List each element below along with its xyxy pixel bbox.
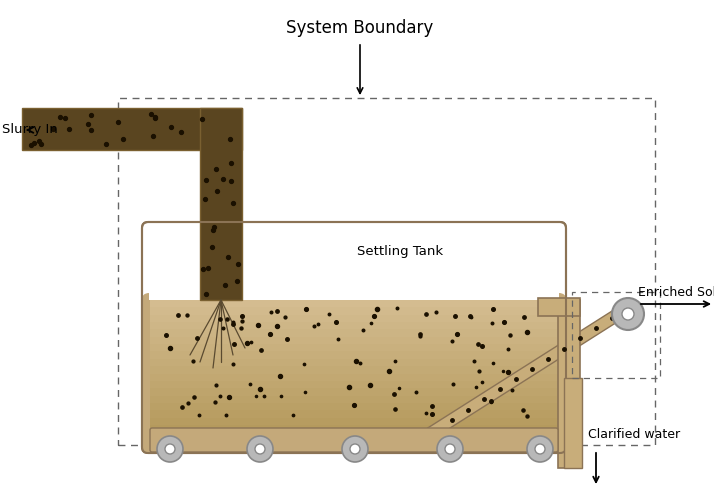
- Bar: [149, 228, 559, 300]
- Bar: [150, 388, 558, 395]
- FancyBboxPatch shape: [142, 294, 566, 453]
- Circle shape: [247, 436, 273, 462]
- Bar: [572, 292, 660, 378]
- Text: Settling Tank: Settling Tank: [357, 245, 443, 259]
- Circle shape: [437, 436, 463, 462]
- Bar: [150, 410, 558, 417]
- Circle shape: [535, 444, 545, 454]
- Bar: [150, 440, 558, 447]
- Bar: [150, 322, 558, 329]
- Bar: [150, 425, 558, 432]
- Bar: [150, 315, 558, 322]
- Bar: [150, 417, 558, 425]
- Bar: [150, 352, 558, 359]
- Circle shape: [612, 298, 644, 330]
- Bar: [150, 366, 558, 374]
- Bar: [150, 337, 558, 344]
- Bar: [150, 432, 558, 440]
- Bar: [150, 337, 558, 344]
- Bar: [150, 403, 558, 410]
- Circle shape: [350, 444, 360, 454]
- Bar: [150, 352, 558, 359]
- Bar: [150, 403, 558, 410]
- Circle shape: [157, 436, 183, 462]
- Circle shape: [445, 444, 455, 454]
- Bar: [150, 300, 558, 307]
- Bar: [150, 366, 558, 374]
- Bar: [150, 417, 558, 425]
- Bar: [150, 329, 558, 337]
- Bar: [150, 359, 558, 366]
- Bar: [150, 307, 558, 315]
- FancyBboxPatch shape: [142, 293, 566, 453]
- Bar: [200, 108, 242, 300]
- Bar: [118, 98, 655, 445]
- Bar: [150, 307, 558, 315]
- Bar: [150, 432, 558, 440]
- Bar: [150, 425, 558, 432]
- Bar: [150, 344, 558, 352]
- Text: System Boundary: System Boundary: [286, 19, 433, 37]
- Bar: [150, 374, 558, 381]
- Circle shape: [527, 436, 553, 462]
- Bar: [150, 329, 558, 337]
- Bar: [150, 410, 558, 417]
- Bar: [538, 298, 580, 316]
- Bar: [150, 388, 558, 395]
- FancyBboxPatch shape: [150, 428, 558, 452]
- Text: Slurry In: Slurry In: [2, 124, 58, 136]
- FancyBboxPatch shape: [142, 222, 566, 453]
- Bar: [150, 300, 558, 307]
- Circle shape: [342, 436, 368, 462]
- Bar: [22, 108, 242, 150]
- Bar: [150, 315, 558, 322]
- Bar: [150, 359, 558, 366]
- Bar: [149, 233, 559, 300]
- Circle shape: [165, 444, 175, 454]
- Text: Enriched Solids: Enriched Solids: [638, 286, 714, 300]
- Bar: [564, 378, 582, 468]
- Text: Clarified water: Clarified water: [588, 429, 680, 442]
- Polygon shape: [417, 303, 631, 445]
- Bar: [558, 300, 580, 468]
- Bar: [150, 440, 558, 447]
- Bar: [150, 374, 558, 381]
- Bar: [150, 381, 558, 388]
- Circle shape: [622, 308, 634, 320]
- Bar: [150, 344, 558, 352]
- Bar: [150, 395, 558, 403]
- Bar: [150, 322, 558, 329]
- Circle shape: [255, 444, 265, 454]
- Bar: [150, 381, 558, 388]
- Bar: [150, 395, 558, 403]
